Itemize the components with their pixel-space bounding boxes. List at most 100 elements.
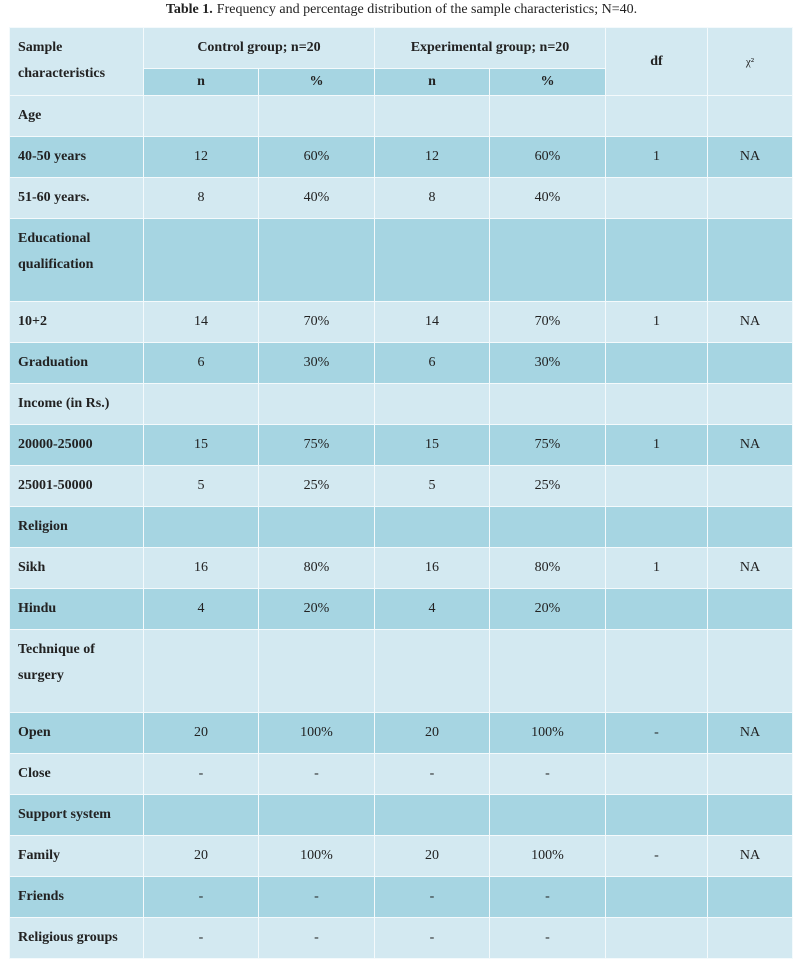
cell: 6 [143, 342, 259, 384]
cell: 100% [258, 712, 375, 754]
cell [143, 794, 259, 836]
cell: - [143, 876, 259, 918]
row-label: Educational qualification [9, 218, 144, 302]
cell: 14 [143, 301, 259, 343]
cell [605, 383, 708, 425]
cell: 70% [489, 301, 606, 343]
cell: 1 [605, 301, 708, 343]
cell [707, 342, 793, 384]
cell: - [605, 712, 708, 754]
cell: 20 [143, 712, 259, 754]
row-label: Family [9, 835, 144, 877]
cell: - [143, 917, 259, 959]
sub-header: n [143, 68, 259, 96]
table-row: Religion [9, 506, 793, 548]
cell [605, 342, 708, 384]
cell [143, 383, 259, 425]
cell [489, 95, 606, 137]
cell: 30% [258, 342, 375, 384]
cell [707, 794, 793, 836]
table-row: 25001-50000 5 25% 5 25% [9, 465, 793, 507]
cell [489, 218, 606, 302]
group-header: Experimental group; n=20 [374, 27, 606, 69]
cell: 30% [489, 342, 606, 384]
cell: 16 [374, 547, 490, 589]
row-label: Age [9, 95, 144, 137]
cell: 20 [143, 835, 259, 877]
cell: NA [707, 835, 793, 877]
cell: 80% [258, 547, 375, 589]
cell [258, 629, 375, 713]
cell: 40% [489, 177, 606, 219]
table-row: Close - - - - [9, 753, 793, 795]
cell [143, 218, 259, 302]
cell: 14 [374, 301, 490, 343]
cell: 12 [143, 136, 259, 178]
cell: - [489, 917, 606, 959]
row-label: Close [9, 753, 144, 795]
row-label: 40-50 years [9, 136, 144, 178]
table-row: 20000-25000 15 75% 15 75% 1 NA [9, 424, 793, 466]
table-row: Religious groups - - - - [9, 917, 793, 959]
row-label: Income (in Rs.) [9, 383, 144, 425]
cell: 1 [605, 424, 708, 466]
row-label: Technique of surgery [9, 629, 144, 713]
row-label: Support system [9, 794, 144, 836]
cell: 40% [258, 177, 375, 219]
cell: - [258, 876, 375, 918]
table-row: Sikh 16 80% 16 80% 1 NA [9, 547, 793, 589]
cell: 8 [374, 177, 490, 219]
cell [374, 95, 490, 137]
cell: NA [707, 424, 793, 466]
cell: 6 [374, 342, 490, 384]
cell: 20% [489, 588, 606, 630]
cell: 100% [489, 835, 606, 877]
row-label: Friends [9, 876, 144, 918]
df-header: df [605, 27, 708, 96]
cell [374, 506, 490, 548]
cell [605, 794, 708, 836]
table-row: 51-60 years. 8 40% 8 40% [9, 177, 793, 219]
cell: 25% [258, 465, 375, 507]
cell: 1 [605, 547, 708, 589]
table-row: Educational qualification [9, 218, 793, 302]
table-row: Age [9, 95, 793, 137]
cell: 25% [489, 465, 606, 507]
cell [258, 383, 375, 425]
cell [605, 465, 708, 507]
cell: 5 [374, 465, 490, 507]
cell [143, 629, 259, 713]
cell [489, 629, 606, 713]
row-label: Hindu [9, 588, 144, 630]
cell [605, 917, 708, 959]
caption-text: Frequency and percentage distribution of… [216, 2, 638, 17]
cell [707, 383, 793, 425]
cell [707, 506, 793, 548]
cell [707, 753, 793, 795]
table: Sample characteristics Control group; n=… [9, 27, 793, 959]
cell [374, 383, 490, 425]
cell: 20% [258, 588, 375, 630]
cell: 4 [374, 588, 490, 630]
cell [605, 753, 708, 795]
cell: - [374, 917, 490, 959]
cell: - [143, 753, 259, 795]
cell: 75% [258, 424, 375, 466]
cell [258, 218, 375, 302]
cell: 15 [374, 424, 490, 466]
cell [489, 794, 606, 836]
cell: NA [707, 712, 793, 754]
row-label: 10+2 [9, 301, 144, 343]
cell [258, 95, 375, 137]
cell: 100% [489, 712, 606, 754]
cell [605, 218, 708, 302]
table-row: Hindu 4 20% 4 20% [9, 588, 793, 630]
cell: 75% [489, 424, 606, 466]
row-label: Religion [9, 506, 144, 548]
cell [605, 876, 708, 918]
cell [143, 506, 259, 548]
table-row: 40-50 years 12 60% 12 60% 1 NA [9, 136, 793, 178]
cell: 15 [143, 424, 259, 466]
table-row: Graduation 6 30% 6 30% [9, 342, 793, 384]
